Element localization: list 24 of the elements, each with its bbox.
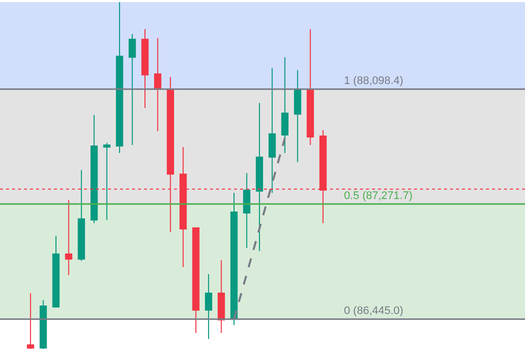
annotation: 0 (86,445.0) bbox=[344, 305, 404, 317]
candlestick bbox=[103, 142, 110, 220]
candlestick bbox=[281, 56, 288, 154]
candlestick bbox=[26, 292, 34, 349]
candlestick bbox=[204, 274, 212, 340]
candlestick bbox=[192, 227, 200, 334]
candlestick bbox=[65, 200, 72, 276]
candlestick bbox=[243, 172, 250, 249]
annotation: 1 (88,098.4) bbox=[344, 75, 404, 87]
annotation: 0.5 (87,271.7) bbox=[344, 190, 412, 202]
candlestick bbox=[90, 114, 98, 224]
candlestick bbox=[218, 260, 225, 334]
candlestick bbox=[230, 192, 238, 326]
candlestick bbox=[256, 102, 264, 252]
candlestick bbox=[268, 68, 276, 194]
candlestick bbox=[40, 300, 47, 349]
candlestick bbox=[78, 169, 86, 262]
candlestick bbox=[141, 28, 149, 108]
candlestick bbox=[294, 70, 302, 163]
candlestick bbox=[306, 28, 314, 146]
candlestick bbox=[128, 34, 136, 146]
candlestick bbox=[154, 38, 162, 132]
candlestick bbox=[52, 235, 60, 308]
candlestick bbox=[116, 2, 124, 154]
